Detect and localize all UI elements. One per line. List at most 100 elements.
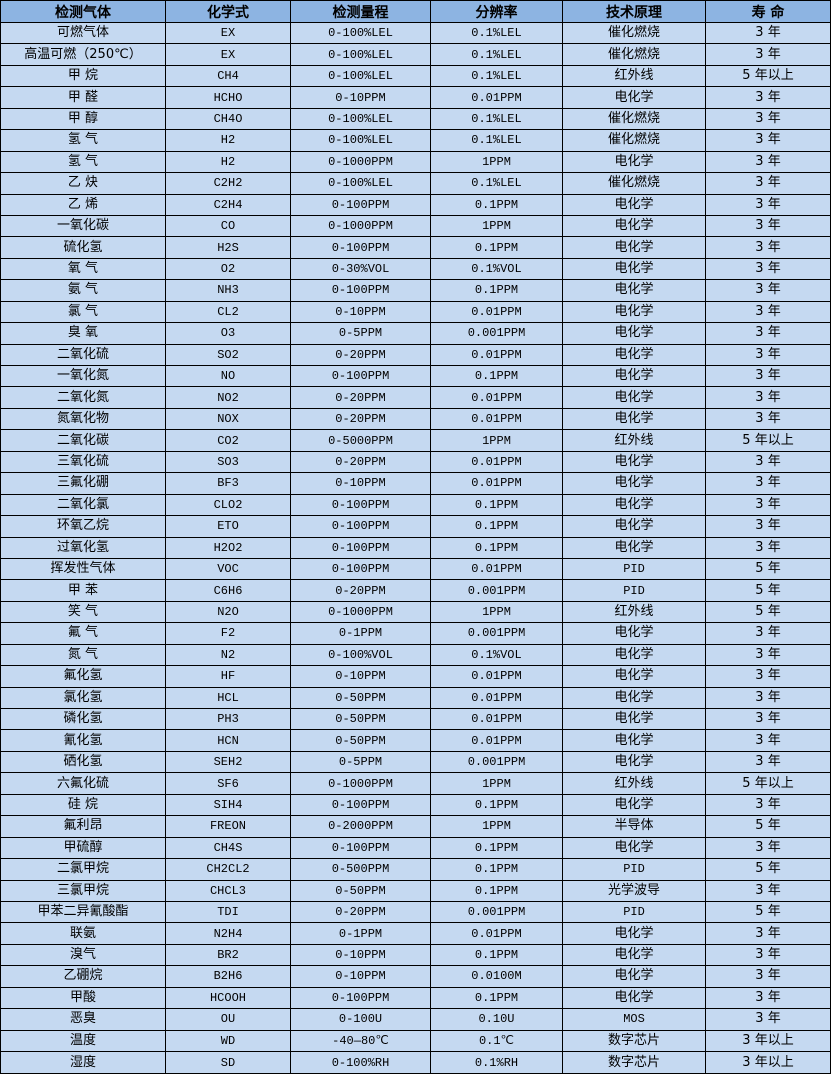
cell-principle: 电化学 [562, 257, 706, 281]
cell-range: 0-100PPM [290, 986, 431, 1010]
table-row: 六氟化硫 SF6 0-1000PPM 1PPM 红外线 5 年以上 [0, 772, 831, 795]
table-row: 笑 气 N2O 0-1000PPM 1PPM 红外线 5 年 [0, 600, 831, 624]
cell-formula: SEH2 [165, 750, 291, 774]
cell-range: 0-100PPM [290, 793, 431, 817]
cell-principle: 电化学 [562, 643, 706, 667]
cell-principle: 电化学 [562, 493, 706, 517]
cell-gas: 氟利昂 [0, 815, 166, 838]
cell-lifespan: 3 年 [705, 515, 831, 538]
cell-resolution: 0.1PPM [430, 236, 563, 259]
cell-formula: CH2CL2 [165, 858, 291, 881]
cell-formula: HCN [165, 729, 291, 752]
cell-resolution: 0.1℃ [430, 1029, 563, 1053]
cell-formula: C2H2 [165, 172, 291, 195]
cell-gas: 一氧化碳 [0, 214, 166, 238]
header-lifespan: 寿 命 [705, 0, 831, 23]
cell-gas: 挥发性气体 [0, 557, 166, 581]
cell-range: 0-100%LEL [290, 129, 431, 152]
cell-principle: PID [562, 557, 706, 581]
cell-principle: 电化学 [562, 943, 706, 967]
cell-resolution: 0.01PPM [430, 343, 563, 367]
cell-gas: 可燃气体 [0, 21, 166, 45]
cell-formula: C2H4 [165, 193, 291, 216]
cell-principle: 催化燃烧 [562, 43, 706, 66]
cell-resolution: 0.01PPM [430, 922, 563, 945]
cell-formula: CH4O [165, 107, 291, 131]
cell-resolution: 0.1PPM [430, 536, 563, 559]
cell-resolution: 0.10U [430, 1008, 563, 1031]
table-row: 一氧化碳 CO 0-1000PPM 1PPM 电化学 3 年 [0, 214, 831, 238]
cell-lifespan: 3 年 [705, 986, 831, 1010]
table-header-row: 检测气体 化学式 检测量程 分辨率 技术原理 寿 命 [0, 0, 831, 23]
cell-gas: 乙 烯 [0, 193, 166, 216]
cell-resolution: 0.001PPM [430, 750, 563, 774]
cell-gas: 硅 烷 [0, 793, 166, 817]
table-row: 氟利昂 FREON 0-2000PPM 1PPM 半导体 5 年 [0, 815, 831, 838]
cell-resolution: 0.1%LEL [430, 107, 563, 131]
cell-lifespan: 5 年以上 [705, 64, 831, 88]
cell-principle: 电化学 [562, 965, 706, 988]
cell-principle: 电化学 [562, 279, 706, 302]
cell-resolution: 0.1PPM [430, 858, 563, 881]
cell-formula: SF6 [165, 772, 291, 795]
cell-lifespan: 3 年以上 [705, 1029, 831, 1053]
cell-formula: OU [165, 1008, 291, 1031]
cell-principle: 电化学 [562, 922, 706, 945]
cell-lifespan: 3 年 [705, 643, 831, 667]
table-row: 一氧化氮 NO 0-100PPM 0.1PPM 电化学 3 年 [0, 364, 831, 388]
cell-principle: 电化学 [562, 515, 706, 538]
cell-gas: 二氧化碳 [0, 429, 166, 452]
cell-resolution: 0.01PPM [430, 707, 563, 731]
cell-range: 0-20PPM [290, 900, 431, 924]
cell-principle: 催化燃烧 [562, 172, 706, 195]
table-row: 氟 气 F2 0-1PPM 0.001PPM 电化学 3 年 [0, 622, 831, 645]
cell-formula: CH4S [165, 836, 291, 860]
cell-principle: 红外线 [562, 429, 706, 452]
cell-gas: 氰化氢 [0, 729, 166, 752]
cell-gas: 氮氧化物 [0, 407, 166, 431]
cell-lifespan: 3 年 [705, 793, 831, 817]
cell-range: 0-100%LEL [290, 21, 431, 45]
cell-lifespan: 3 年 [705, 343, 831, 367]
cell-principle: PID [562, 579, 706, 602]
cell-formula: HCOOH [165, 986, 291, 1010]
cell-lifespan: 5 年 [705, 557, 831, 581]
header-principle: 技术原理 [562, 0, 706, 23]
cell-principle: 电化学 [562, 707, 706, 731]
cell-resolution: 0.1%LEL [430, 43, 563, 66]
cell-lifespan: 3 年 [705, 257, 831, 281]
cell-formula: CHCL3 [165, 879, 291, 902]
table-row: 过氧化氢 H2O2 0-100PPM 0.1PPM 电化学 3 年 [0, 536, 831, 559]
cell-resolution: 0.1PPM [430, 793, 563, 817]
table-row: 氰化氢 HCN 0-50PPM 0.01PPM 电化学 3 年 [0, 729, 831, 752]
cell-resolution: 1PPM [430, 600, 563, 624]
cell-resolution: 0.1PPM [430, 986, 563, 1010]
cell-principle: PID [562, 900, 706, 924]
cell-gas: 氯 气 [0, 300, 166, 324]
cell-lifespan: 3 年 [705, 107, 831, 131]
cell-formula: CO [165, 214, 291, 238]
cell-principle: 电化学 [562, 214, 706, 238]
cell-range: 0-100%VOL [290, 643, 431, 667]
cell-gas: 甲 醇 [0, 107, 166, 131]
cell-resolution: 0.1PPM [430, 193, 563, 216]
cell-formula: NOX [165, 407, 291, 431]
cell-formula: HCL [165, 686, 291, 710]
cell-range: 0-10PPM [290, 943, 431, 967]
cell-lifespan: 5 年 [705, 858, 831, 881]
cell-range: 0-100PPM [290, 515, 431, 538]
cell-lifespan: 3 年 [705, 965, 831, 988]
cell-gas: 联氨 [0, 922, 166, 945]
cell-principle: 电化学 [562, 300, 706, 324]
cell-resolution: 0.001PPM [430, 622, 563, 645]
cell-gas: 恶臭 [0, 1008, 166, 1031]
cell-lifespan: 3 年 [705, 836, 831, 860]
cell-gas: 二氧化硫 [0, 343, 166, 367]
cell-lifespan: 3 年 [705, 750, 831, 774]
cell-resolution: 0.1PPM [430, 836, 563, 860]
cell-resolution: 0.01PPM [430, 472, 563, 495]
cell-lifespan: 5 年 [705, 579, 831, 602]
cell-principle: 催化燃烧 [562, 21, 706, 45]
cell-principle: 光学波导 [562, 879, 706, 902]
cell-formula: ETO [165, 515, 291, 538]
